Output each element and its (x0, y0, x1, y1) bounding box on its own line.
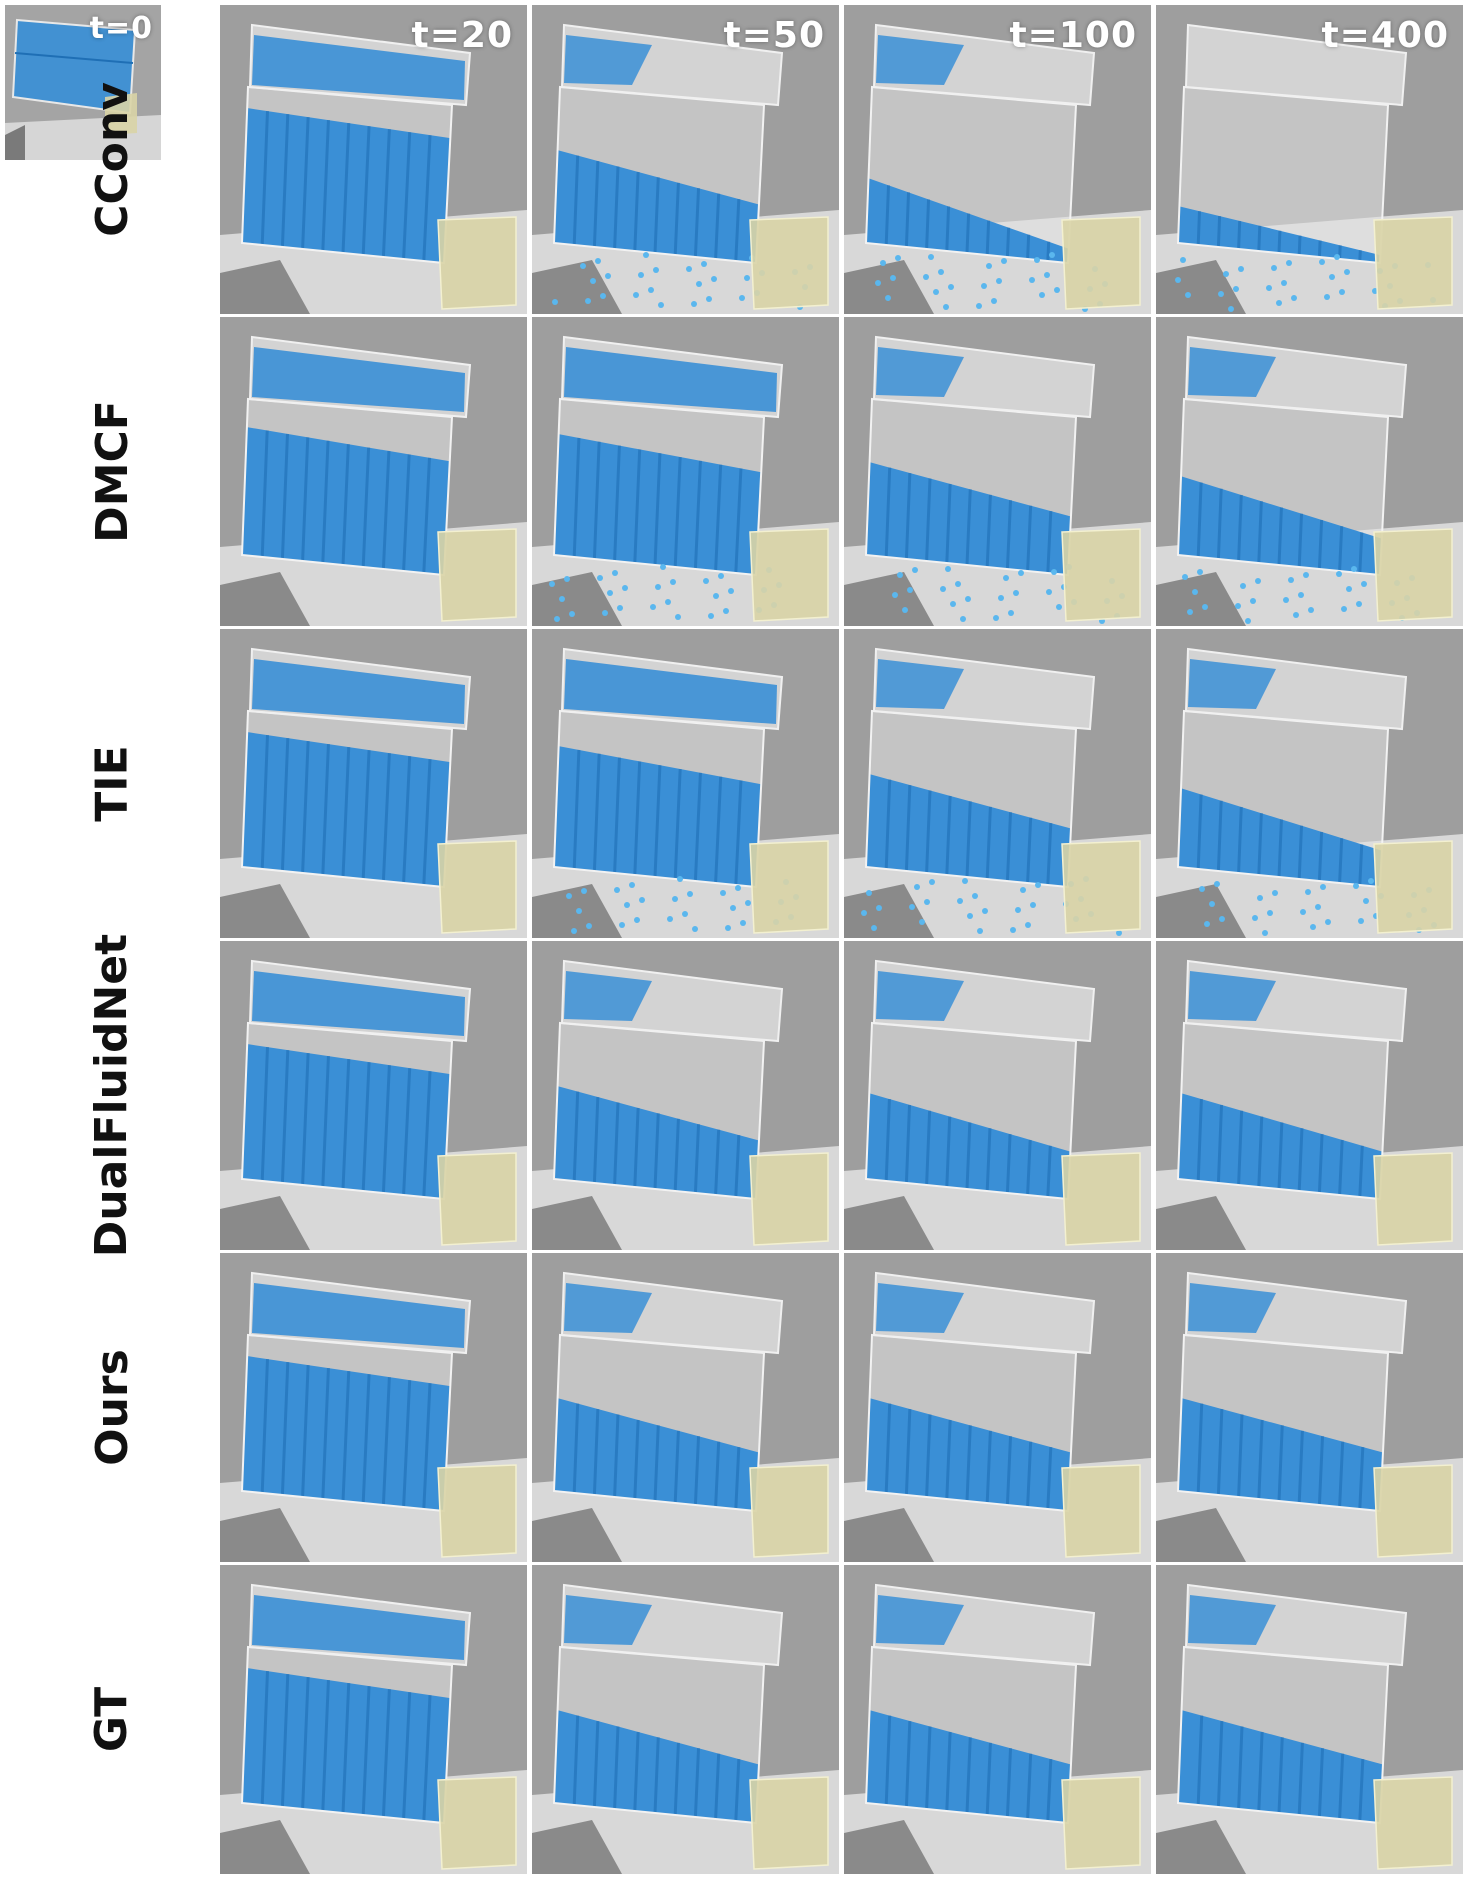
row-label-cconv: CConv (12, 5, 212, 314)
fluid-render (844, 5, 1151, 314)
render-dualfluidnet-t=100 (844, 941, 1151, 1250)
row-label-dualfluidnet: DualFluidNet (12, 934, 212, 1257)
method-name: Ours (86, 1349, 138, 1466)
fluid-render (532, 5, 839, 314)
fluid-render (532, 1565, 839, 1874)
render-gt-t=100 (844, 1565, 1151, 1874)
method-name: TIE (86, 745, 138, 822)
initial-state-panel: t=0 (5, 5, 161, 160)
fluid-render (532, 317, 839, 626)
fluid-render (532, 1253, 839, 1562)
method-name: GT (86, 1686, 138, 1753)
fluid-render (220, 1565, 527, 1874)
render-cconv-t=50: t=50 (532, 5, 839, 314)
render-ours-t=50 (532, 1253, 839, 1562)
render-tie-t=100 (844, 629, 1151, 938)
fluid-render (1156, 1565, 1463, 1874)
time-label-3: t=100 (1009, 15, 1137, 56)
fluid-render (844, 1253, 1151, 1562)
fluid-render (532, 941, 839, 1250)
render-ours-t=100 (844, 1253, 1151, 1562)
fluid-render (844, 941, 1151, 1250)
fluid-render (220, 5, 527, 314)
render-dualfluidnet-t=20 (220, 941, 527, 1250)
time-label-t0: t=0 (89, 11, 153, 46)
fluid-render (844, 317, 1151, 626)
render-gt-t=400 (1156, 1565, 1463, 1874)
render-dmcf-t=100 (844, 317, 1151, 626)
fluid-render (1156, 941, 1463, 1250)
fluid-render (220, 629, 527, 938)
fluid-render (220, 1253, 527, 1562)
fluid-render (1156, 1253, 1463, 1562)
render-tie-t=400 (1156, 629, 1463, 938)
render-tie-t=50 (532, 629, 839, 938)
render-dmcf-t=400 (1156, 317, 1463, 626)
render-gt-t=20 (220, 1565, 527, 1874)
fluid-render (844, 629, 1151, 938)
initial-state-render (5, 5, 161, 160)
render-ours-t=20 (220, 1253, 527, 1562)
fluid-render (1156, 629, 1463, 938)
render-cconv-t=100: t=100 (844, 5, 1151, 314)
row-label-tie: TIE (12, 629, 212, 938)
method-name: CConv (86, 82, 138, 237)
fluid-render (1156, 317, 1463, 626)
comparison-grid: t=20 t=50 t=100 t=400 (220, 5, 1465, 1874)
time-label-4: t=400 (1321, 15, 1449, 56)
row-label-gt: GT (12, 1565, 212, 1874)
fluid-render (220, 317, 527, 626)
fluid-render (1156, 5, 1463, 314)
render-cconv-t=20: t=20 (220, 5, 527, 314)
method-name: DMCF (86, 400, 138, 543)
row-label-ours: Ours (12, 1253, 212, 1562)
render-dmcf-t=50 (532, 317, 839, 626)
time-label-1: t=20 (411, 15, 513, 56)
fluid-render (220, 941, 527, 1250)
render-dualfluidnet-t=50 (532, 941, 839, 1250)
time-label-2: t=50 (723, 15, 825, 56)
render-dualfluidnet-t=400 (1156, 941, 1463, 1250)
fluid-render (844, 1565, 1151, 1874)
render-ours-t=400 (1156, 1253, 1463, 1562)
render-dmcf-t=20 (220, 317, 527, 626)
row-label-dmcf: DMCF (12, 317, 212, 626)
render-tie-t=20 (220, 629, 527, 938)
render-cconv-t=400: t=400 (1156, 5, 1463, 314)
method-name: DualFluidNet (86, 933, 138, 1258)
render-gt-t=50 (532, 1565, 839, 1874)
fluid-render (532, 629, 839, 938)
